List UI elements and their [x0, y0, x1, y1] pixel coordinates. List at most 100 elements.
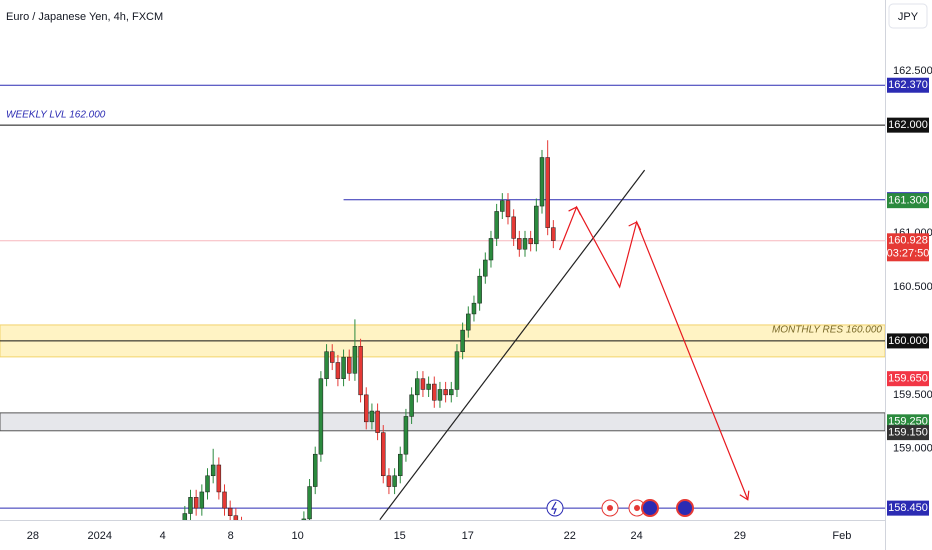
event-icon[interactable] — [641, 499, 659, 517]
candle-body — [511, 216, 516, 239]
x-tick-label: 10 — [292, 530, 304, 542]
price-label-box — [887, 371, 929, 387]
candle-body — [369, 410, 375, 423]
drawing — [379, 169, 646, 520]
candle-body — [403, 416, 409, 455]
candle-body — [375, 410, 380, 433]
candle-body — [358, 346, 363, 396]
candle-body — [240, 524, 244, 529]
price-label-box — [887, 333, 929, 349]
candle-body — [251, 535, 255, 546]
candle-body — [437, 389, 443, 401]
price-label: 159.150 — [888, 427, 928, 439]
candle-body — [420, 378, 426, 390]
x-tick-label: 29 — [734, 530, 746, 542]
candle-body — [227, 507, 233, 516]
event-icons — [546, 499, 694, 517]
candle-body — [285, 540, 289, 545]
price-label-box — [887, 233, 929, 262]
plot-area — [0, 84, 885, 550]
x-tick-label: 2024 — [88, 530, 112, 542]
candle-body — [460, 329, 465, 352]
x-tick-label: 24 — [631, 530, 643, 542]
candle-body — [392, 475, 397, 487]
x-tick-label: 28 — [27, 530, 39, 542]
candle-body — [409, 394, 414, 417]
candle-body — [324, 351, 329, 379]
candle-body — [449, 389, 454, 396]
candle-body — [517, 238, 522, 250]
zone — [0, 412, 885, 432]
candle-body — [488, 238, 494, 261]
candle-body — [551, 227, 556, 241]
candle-body — [466, 313, 471, 331]
candle-body — [539, 157, 545, 207]
x-tick-label: 17 — [462, 530, 474, 542]
candle-body — [307, 486, 312, 520]
candle-body — [312, 453, 318, 487]
candle-body — [347, 356, 352, 374]
event-icon-glyph — [607, 505, 613, 511]
event-icon[interactable] — [546, 499, 564, 517]
drawing — [559, 205, 749, 500]
candle-body — [257, 546, 261, 550]
arrow-head — [568, 206, 582, 216]
candle-body — [500, 200, 505, 212]
annotation: WEEKLY LVL 162.000 — [6, 110, 106, 121]
price-label-box — [887, 425, 929, 441]
x-tick-label: 8 — [228, 530, 234, 542]
price-label: 159.250 — [888, 416, 928, 428]
candle-body — [454, 351, 460, 390]
candle-body — [301, 518, 307, 520]
price-label-box — [887, 193, 929, 209]
candle-body — [205, 475, 210, 493]
candle-body — [335, 362, 341, 379]
x-tick-label: 22 — [564, 530, 576, 542]
y-tick-label: 160.500 — [893, 281, 932, 293]
price-label: 160.000 — [888, 335, 928, 347]
event-icon-glyph — [550, 501, 557, 515]
countdown: 03:27:50 — [887, 248, 930, 260]
currency[interactable]: JPY — [898, 11, 919, 23]
candle-body — [522, 238, 528, 250]
candle-body — [545, 157, 550, 228]
candle-body — [432, 383, 437, 401]
candle-body — [216, 464, 222, 493]
candle-body — [415, 378, 420, 396]
candle-body — [193, 497, 199, 509]
candle-body — [245, 530, 249, 535]
x-tick-label: Feb — [832, 530, 851, 542]
currency-button[interactable] — [888, 3, 928, 29]
y-tick-label: 159.000 — [893, 443, 932, 455]
arrow-head — [628, 221, 642, 231]
candle-body — [279, 546, 283, 550]
candle-body — [381, 432, 386, 477]
candle-body — [534, 205, 539, 245]
candle-body — [364, 394, 369, 423]
candle-body — [352, 346, 358, 374]
price-label: 158.450 — [888, 502, 928, 514]
price-label: 162.370 — [888, 79, 928, 91]
candle-body — [182, 513, 188, 520]
x-tick-label: 4 — [160, 530, 166, 542]
chart-title: Euro / Japanese Yen, 4h, FXCM — [6, 11, 163, 23]
price-label: 161.300 — [888, 195, 928, 207]
candle-body — [505, 200, 511, 218]
candle-body — [329, 351, 335, 363]
candle-body — [341, 356, 346, 379]
x-tick-label: 15 — [394, 530, 406, 542]
event-icon[interactable] — [676, 499, 694, 517]
candle-body — [318, 378, 324, 455]
price-label-box — [887, 117, 929, 133]
price-label-box — [887, 77, 929, 93]
annotation: MONTHLY RES 160.000 — [772, 325, 882, 336]
candle-body — [477, 275, 482, 304]
candle-body — [210, 464, 216, 477]
price-label-box — [887, 500, 929, 516]
candle-body — [483, 259, 488, 277]
price-label: 159.650 — [888, 373, 928, 385]
price-label: 162.000 — [888, 119, 928, 131]
y-tick-label: 159.500 — [893, 389, 932, 401]
candle-body — [494, 211, 499, 239]
